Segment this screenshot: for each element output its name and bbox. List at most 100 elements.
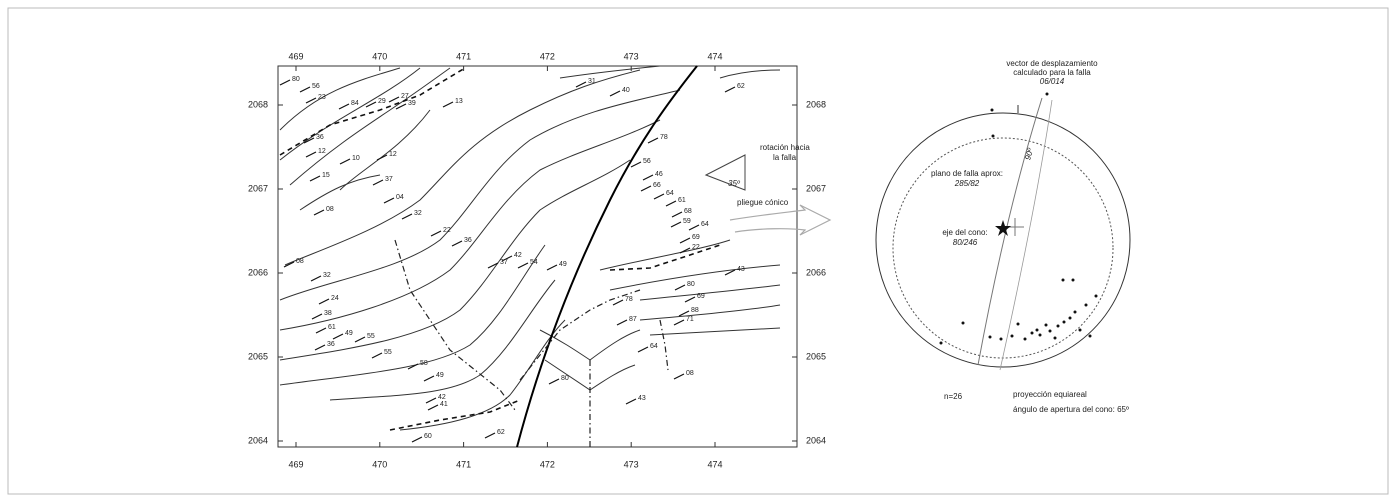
dip-label: 27: [401, 93, 409, 100]
y-tick-label: 2065: [806, 351, 826, 361]
dip-label: 23: [318, 94, 326, 101]
dip-label: 42: [438, 394, 446, 401]
dip-label: 55: [367, 333, 375, 340]
x-tick-label: 469: [288, 459, 303, 469]
y-tick-label: 2064: [806, 435, 826, 445]
dip-label: 59: [683, 218, 691, 225]
dip-label: 80: [561, 375, 569, 382]
dip-label: 49: [559, 261, 567, 268]
dip-label: 43: [638, 395, 646, 402]
dip-label: 62: [737, 83, 745, 90]
annotation: 80/246: [953, 238, 978, 247]
annotation: vector de desplazamiento: [1006, 59, 1098, 68]
x-tick-label: 470: [372, 459, 387, 469]
dip-label: 04: [396, 194, 404, 201]
stereonet: [876, 93, 1130, 371]
dip-label: 61: [328, 324, 336, 331]
dip-label: 10: [352, 155, 360, 162]
dip-label: 80: [687, 281, 695, 288]
dip-label: 78: [625, 296, 633, 303]
dip-label: 40: [622, 87, 630, 94]
dip-label: 12: [389, 151, 397, 158]
dip-label: 69: [692, 234, 700, 241]
dip-label: 13: [455, 98, 463, 105]
annotation: 06/014: [1040, 77, 1065, 86]
dip-label: 36: [464, 237, 472, 244]
x-tick-label: 470: [372, 51, 387, 61]
dip-label: 08: [686, 370, 694, 377]
dip-label: 24: [331, 295, 339, 302]
dip-label: 39: [408, 100, 416, 107]
dip-label: 80: [292, 76, 300, 83]
dip-label: 31: [588, 78, 596, 85]
annotation: eje del cono:: [942, 228, 987, 237]
dip-label: 42: [514, 252, 522, 259]
dip-label: 54: [530, 259, 538, 266]
y-tick-label: 2068: [248, 99, 268, 109]
dip-label: 46: [655, 171, 663, 178]
dip-label: 60: [424, 433, 432, 440]
x-tick-label: 473: [624, 51, 639, 61]
dip-label: 84: [351, 100, 359, 107]
dip-label: 08: [326, 206, 334, 213]
dip-label: 88: [691, 307, 699, 314]
dip-label: 58: [420, 360, 428, 367]
annotation: proyección equiareal: [1013, 390, 1087, 399]
annotation: la falla: [773, 153, 797, 162]
dip-label: 66: [653, 182, 661, 189]
dip-label: 32: [414, 210, 422, 217]
dip-label: 37: [500, 259, 508, 266]
dip-label: 37: [385, 176, 393, 183]
y-tick-label: 2068: [806, 99, 826, 109]
dip-label: 12: [318, 148, 326, 155]
x-tick-label: 472: [540, 459, 555, 469]
dip-label: 61: [678, 197, 686, 204]
dip-label: 36: [316, 134, 324, 141]
y-tick-label: 2067: [806, 183, 826, 193]
dip-label: 49: [345, 330, 353, 337]
dip-label: 56: [312, 83, 320, 90]
dip-label: 29: [378, 98, 386, 105]
x-tick-label: 474: [707, 459, 722, 469]
y-tick-label: 2065: [248, 351, 268, 361]
annotation: ángulo de apertura del cono: 65º: [1013, 405, 1129, 414]
figure: 4694694704704714714724724734734744742068…: [0, 0, 1396, 497]
y-tick-label: 2066: [248, 267, 268, 277]
x-tick-label: 471: [456, 51, 471, 61]
annotation: pliegue cónico: [737, 198, 789, 207]
dip-label: 64: [701, 221, 709, 228]
dip-label: 08: [296, 258, 304, 265]
y-tick-label: 2066: [806, 267, 826, 277]
dip-label: 69: [697, 293, 705, 300]
x-tick-label: 471: [456, 459, 471, 469]
dip-label: 64: [650, 343, 658, 350]
dip-label: 55: [384, 349, 392, 356]
dip-label: 64: [666, 190, 674, 197]
y-tick-label: 2067: [248, 183, 268, 193]
dip-label: 32: [323, 272, 331, 279]
x-tick-label: 473: [624, 459, 639, 469]
annotation: 35º: [728, 179, 741, 188]
dip-label: 15: [322, 172, 330, 179]
dip-label: 22: [443, 227, 451, 234]
dip-label: 49: [436, 372, 444, 379]
annotation: 285/82: [954, 179, 980, 188]
x-tick-label: 472: [540, 51, 555, 61]
dip-label: 22: [692, 244, 700, 251]
annotation: rotación hacia: [760, 143, 810, 152]
dip-label: 43: [737, 266, 745, 273]
dip-label: 36: [327, 341, 335, 348]
dip-label: 38: [324, 310, 332, 317]
annotation: n=26: [944, 392, 963, 401]
dip-label: 71: [686, 316, 694, 323]
x-tick-label: 474: [707, 51, 722, 61]
dip-label: 56: [643, 158, 651, 165]
dip-label: 62: [497, 429, 505, 436]
annotation: calculado para la falla: [1013, 68, 1091, 77]
dip-label: 68: [684, 208, 692, 215]
dip-label: 78: [660, 134, 668, 141]
dip-label: 87: [629, 316, 637, 323]
annotation: 90º: [1023, 146, 1035, 161]
y-tick-label: 2064: [248, 435, 268, 445]
dip-label: 41: [440, 401, 448, 408]
